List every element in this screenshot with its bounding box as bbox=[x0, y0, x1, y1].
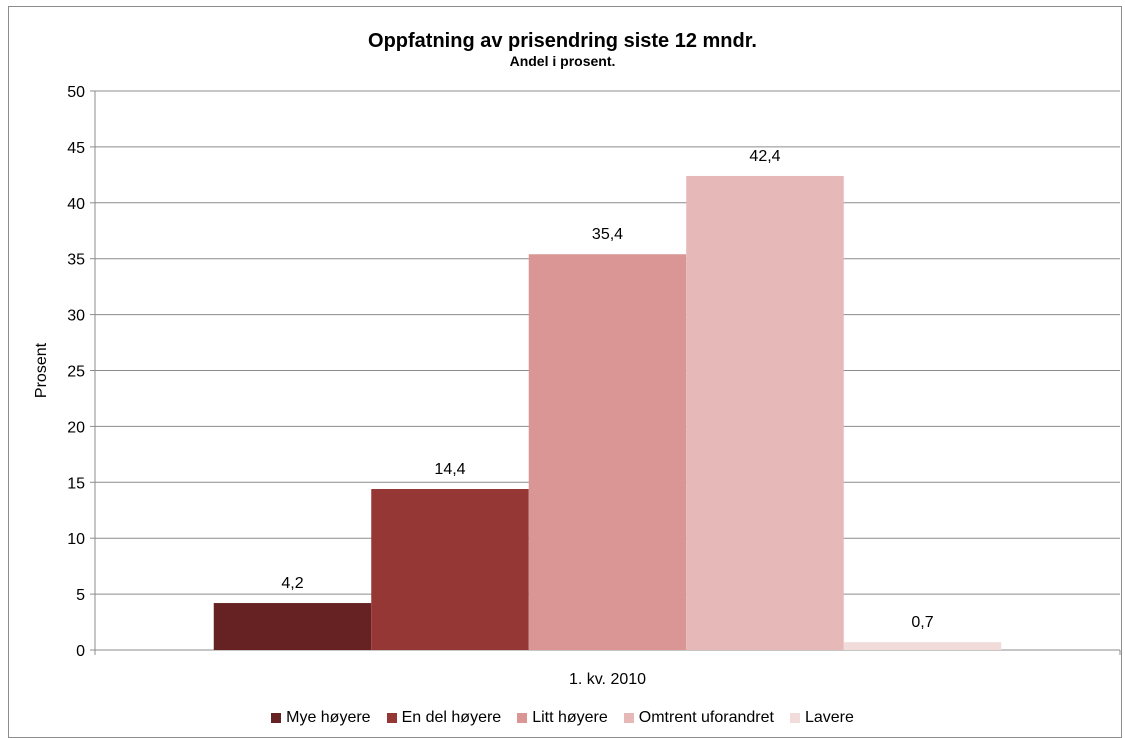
bar bbox=[528, 254, 687, 650]
legend-item: Omtrent uforandret bbox=[623, 709, 774, 727]
y-tick-label: 40 bbox=[67, 196, 85, 213]
bar bbox=[371, 489, 529, 650]
bar bbox=[213, 603, 372, 650]
y-tick-label: 5 bbox=[76, 587, 85, 604]
data-label: 14,4 bbox=[434, 461, 465, 478]
data-label: 35,4 bbox=[592, 226, 623, 243]
legend-swatch bbox=[386, 713, 397, 723]
chart-title: Oppfatning av prisendring siste 12 mndr. bbox=[368, 30, 757, 52]
legend-label: Lavere bbox=[804, 709, 854, 726]
bar bbox=[686, 175, 844, 650]
legend-item: Lavere bbox=[789, 709, 854, 727]
legend-swatch bbox=[517, 713, 528, 723]
x-category-label: 1. kv. 2010 bbox=[569, 671, 646, 688]
chart-legend: Mye høyere En del høyere Litt høyere Omtren… bbox=[0, 709, 1125, 727]
chart-subtitle: Andel i prosent. bbox=[509, 53, 616, 69]
legend-swatch bbox=[271, 713, 282, 723]
y-tick-label: 50 bbox=[67, 84, 85, 101]
y-tick-label: 25 bbox=[67, 364, 85, 381]
legend-swatch bbox=[623, 713, 634, 723]
legend-label: Mye høyere bbox=[286, 709, 371, 726]
y-tick-label: 20 bbox=[67, 419, 85, 436]
data-label: 42,4 bbox=[749, 148, 780, 165]
y-tick-label: 35 bbox=[67, 252, 85, 269]
legend-label: Litt høyere bbox=[532, 709, 608, 726]
bar bbox=[843, 642, 1002, 650]
y-tick-label: 30 bbox=[67, 308, 85, 325]
y-tick-label: 15 bbox=[67, 475, 85, 492]
y-tick-label: 10 bbox=[67, 531, 85, 548]
legend-label: En del høyere bbox=[401, 709, 502, 726]
legend-item: Mye høyere bbox=[271, 709, 371, 727]
data-label: 4,2 bbox=[281, 575, 303, 592]
legend-item: Litt høyere bbox=[517, 709, 608, 727]
y-tick-label: 45 bbox=[67, 140, 85, 157]
legend-swatch bbox=[789, 713, 800, 723]
data-label: 0,7 bbox=[911, 614, 933, 631]
legend-label: Omtrent uforandret bbox=[638, 709, 774, 726]
legend-item: En del høyere bbox=[386, 709, 502, 727]
y-axis-label: Prosent bbox=[33, 342, 50, 398]
y-tick-label: 0 bbox=[76, 643, 85, 660]
